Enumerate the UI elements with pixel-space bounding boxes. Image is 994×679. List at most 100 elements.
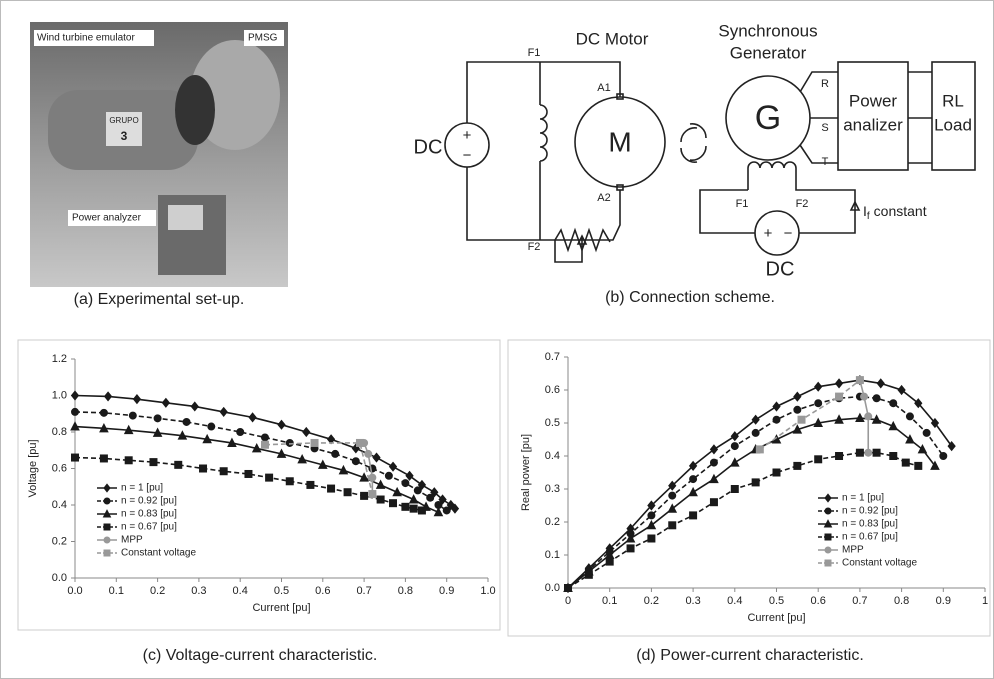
marker: [669, 522, 676, 529]
legend-label: n = 0.83 [pu]: [842, 519, 898, 530]
photo-label: PMSG: [248, 33, 278, 44]
x-tick-label: 0.3: [191, 585, 206, 597]
marker: [836, 393, 843, 400]
x-axis-title: Current [pu]: [747, 612, 805, 624]
x-tick-label: 0.8: [894, 595, 909, 607]
marker: [873, 395, 880, 402]
marker: [856, 449, 863, 456]
legend-label: n = 0.92 [pu]: [121, 496, 177, 507]
x-tick-label: 0.5: [274, 585, 289, 597]
y-tick-label: 0.2: [52, 535, 67, 547]
y-axis-title: Real power [pu]: [520, 434, 532, 511]
diagram-label: S: [821, 122, 828, 134]
y-tick-label: 0.5: [545, 417, 560, 429]
legend-label: MPP: [842, 545, 864, 556]
x-axis-title: Current [pu]: [252, 602, 310, 614]
page: Figure {"photo": {"labels": ["Wind turbi…: [0, 0, 994, 679]
marker: [902, 459, 909, 466]
y-axis-title: Voltage [pu]: [27, 439, 39, 497]
caption: (d) Power-current characteristic.: [636, 647, 864, 664]
diagram-label: analizer: [843, 115, 903, 134]
legend-marker: [825, 534, 831, 540]
marker: [690, 512, 697, 519]
marker: [865, 449, 872, 456]
marker: [365, 450, 372, 457]
x-tick-label: 0.9: [936, 595, 951, 607]
diagram-label: +: [463, 127, 472, 144]
diagram-label: −: [463, 147, 472, 164]
x-tick-label: 0.1: [109, 585, 124, 597]
marker: [627, 545, 634, 552]
marker: [794, 406, 801, 413]
photo-label: 3: [121, 129, 128, 143]
marker: [344, 489, 351, 496]
diagram-label: constant: [874, 203, 927, 219]
caption: (a) Experimental set-up.: [74, 291, 245, 308]
y-tick-label: 1.0: [52, 389, 67, 401]
body: Wind turbine emulator PMSG GRUPO 3 Power…: [0, 0, 994, 679]
legend-label: n = 1 [pu]: [842, 493, 884, 504]
diagram-label: G: [755, 99, 781, 137]
x-tick-label: 0.0: [67, 585, 82, 597]
y-tick-label: 0.7: [545, 351, 560, 363]
marker: [266, 474, 273, 481]
marker: [390, 500, 397, 507]
marker: [286, 478, 293, 485]
marker: [773, 416, 780, 423]
marker: [815, 456, 822, 463]
legend-marker: [825, 560, 831, 566]
marker: [125, 457, 132, 464]
x-tick-label: 0.6: [811, 595, 826, 607]
diagram-label: A2: [597, 192, 610, 204]
figure: Wind turbine emulator PMSG GRUPO 3 Power…: [0, 0, 994, 679]
y-tick-label: 0.1: [545, 549, 560, 561]
marker: [873, 449, 880, 456]
legend-marker: [104, 550, 110, 556]
diagram-label: DC: [766, 258, 795, 280]
marker: [773, 469, 780, 476]
marker: [756, 446, 763, 453]
marker: [150, 459, 157, 466]
x-tick-label: 1.0: [480, 585, 495, 597]
x-tick-label: 1: [982, 595, 988, 607]
marker: [352, 458, 359, 465]
marker: [752, 479, 759, 486]
marker: [332, 450, 339, 457]
marker: [261, 434, 268, 441]
marker: [100, 455, 107, 462]
y-tick-label: 1.2: [52, 353, 67, 365]
marker: [183, 418, 190, 425]
marker: [861, 393, 868, 400]
marker: [418, 507, 425, 514]
legend-marker: [825, 508, 831, 514]
caption: (b) Connection scheme.: [605, 289, 775, 306]
legend-label: n = 0.67 [pu]: [842, 532, 898, 543]
marker: [923, 429, 930, 436]
diagram-label: F1: [736, 198, 749, 210]
photo-pulley: [175, 75, 215, 145]
x-tick-label: 0.9: [439, 585, 454, 597]
marker: [307, 481, 314, 488]
marker: [856, 377, 863, 384]
y-tick-label: 0.2: [545, 516, 560, 528]
y-tick-label: 0.0: [545, 582, 560, 594]
x-tick-label: 0.1: [602, 595, 617, 607]
x-tick-label: 0.3: [685, 595, 700, 607]
marker: [669, 492, 676, 499]
legend-label: n = 0.67 [pu]: [121, 522, 177, 533]
marker: [752, 429, 759, 436]
diagram-label: Load: [934, 115, 972, 134]
diagram-label: A1: [597, 82, 610, 94]
marker: [356, 439, 363, 446]
diagram-label: DC: [414, 136, 443, 158]
marker: [261, 441, 268, 448]
marker: [731, 486, 738, 493]
y-tick-label: 0.4: [52, 499, 67, 511]
marker: [443, 507, 450, 514]
marker: [175, 461, 182, 468]
y-tick-label: 0.8: [52, 426, 67, 438]
x-tick-label: 0: [565, 595, 571, 607]
marker: [648, 535, 655, 542]
y-tick-label: 0.6: [545, 384, 560, 396]
marker: [72, 408, 79, 415]
